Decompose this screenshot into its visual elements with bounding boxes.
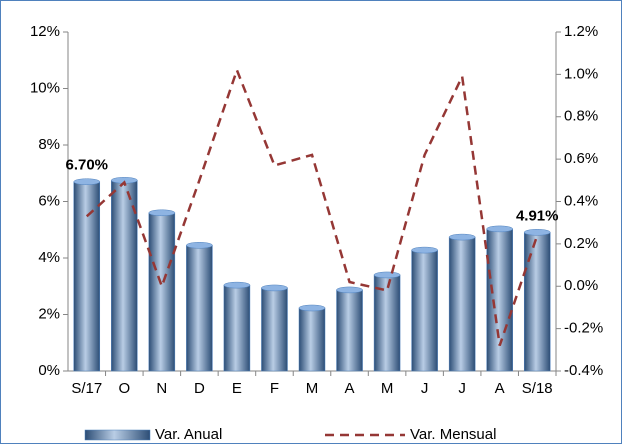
bar-cap	[186, 242, 213, 249]
bar	[148, 212, 176, 372]
y-tick-label: 6%	[38, 192, 60, 209]
legend-swatch	[84, 429, 151, 441]
y2-tick-label: 0.4%	[564, 192, 598, 209]
x-tick-label: S/17	[71, 380, 102, 397]
bar	[186, 245, 213, 372]
bar-cap	[336, 286, 363, 294]
bar	[223, 284, 251, 372]
y2-tick-label: 0.2%	[564, 235, 598, 252]
y2-tick-label: -0.4%	[564, 362, 603, 379]
y2-tick-label: 0.6%	[564, 150, 598, 167]
y2-tick-label: 1.0%	[564, 65, 598, 82]
y-tick-label: 12%	[30, 23, 60, 40]
bar-cap	[298, 304, 326, 312]
data-label: 6.70%	[65, 157, 108, 174]
bar-cap	[373, 271, 401, 279]
x-tick-label: M	[381, 380, 394, 397]
legend-label: Var. Mensual	[410, 426, 496, 443]
bar-cap	[223, 281, 251, 289]
x-tick-label: A	[345, 380, 355, 397]
legend-label: Var. Anual	[155, 426, 222, 443]
x-tick-label: O	[118, 380, 130, 397]
bar-cap	[523, 229, 551, 236]
x-tick-label: F	[270, 380, 279, 397]
bar-cap	[73, 178, 101, 185]
x-tick-label: J	[421, 380, 429, 397]
y2-tick-label: 0.8%	[564, 108, 598, 125]
y2-tick-label: -0.2%	[564, 320, 603, 337]
bar-cap	[148, 209, 176, 217]
bar	[373, 274, 401, 372]
x-tick-label: J	[458, 380, 466, 397]
x-tick-label: A	[495, 380, 505, 397]
y-tick-label: 10%	[30, 79, 60, 96]
data-label: 4.91%	[516, 207, 559, 224]
x-tick-label: N	[156, 380, 167, 397]
bar	[336, 289, 363, 372]
x-tick-label: D	[194, 380, 205, 397]
x-tick-label: M	[306, 380, 319, 397]
bar-cap	[448, 233, 476, 241]
y2-tick-label: 1.2%	[564, 23, 598, 40]
bar	[448, 236, 476, 372]
bar	[523, 232, 551, 372]
y2-tick-label: 0.0%	[564, 277, 598, 294]
x-tick-label: S/18	[522, 380, 553, 397]
bar-cap	[261, 284, 288, 292]
bar	[261, 287, 288, 372]
y-tick-label: 2%	[38, 305, 60, 322]
bar	[73, 181, 101, 372]
bar	[298, 307, 326, 372]
y-tick-label: 8%	[38, 136, 60, 153]
y-tick-label: 4%	[38, 249, 60, 266]
bar-cap	[411, 246, 438, 254]
bar	[486, 228, 513, 372]
bar	[411, 249, 438, 372]
x-tick-label: E	[232, 380, 242, 397]
bar	[111, 180, 138, 372]
y-tick-label: 0%	[38, 362, 60, 379]
bar-cap	[486, 225, 513, 233]
line	[85, 66, 539, 346]
